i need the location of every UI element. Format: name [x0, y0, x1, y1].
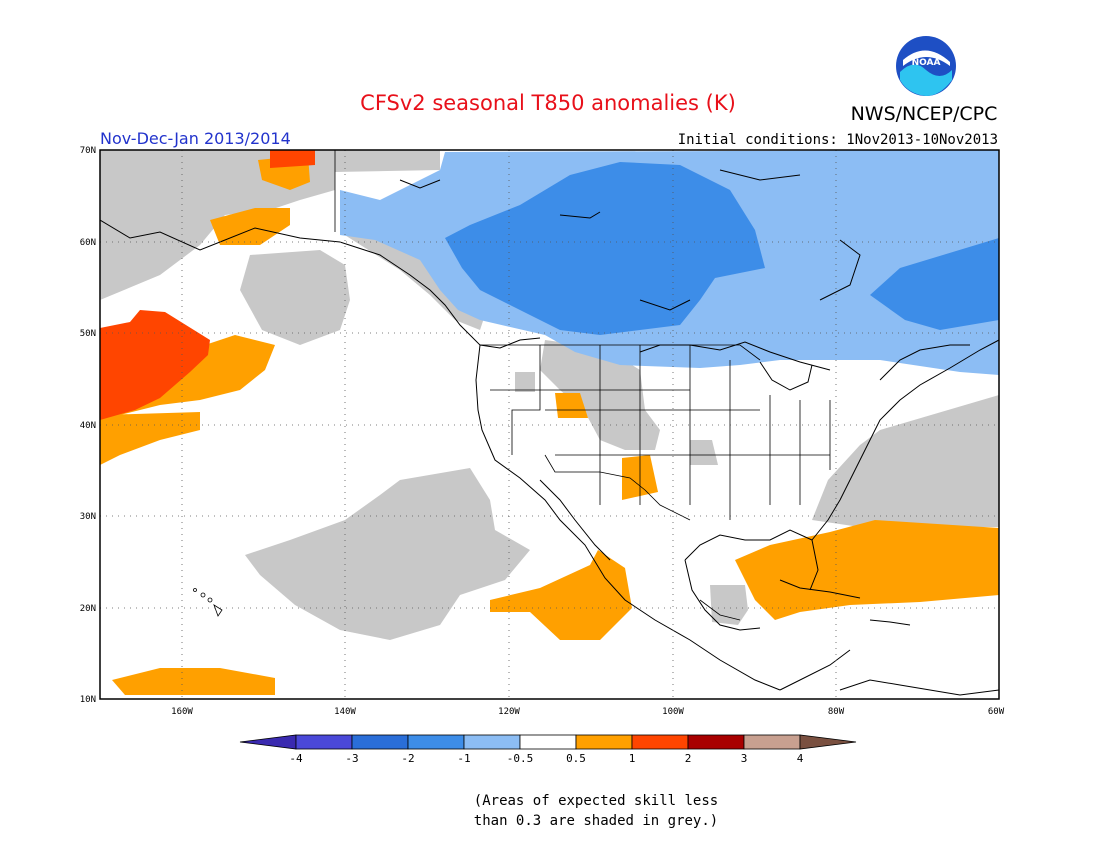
lat-tick-label: 20N: [80, 604, 96, 614]
coastlines: [100, 169, 999, 696]
chart-title: CFSv2 seasonal T850 anomalies (K): [360, 91, 736, 115]
legend-swatch: [407, 734, 465, 750]
legend-tick-label: 4: [797, 752, 804, 765]
footnote-line-2: than 0.3 are shaded in grey.): [474, 813, 718, 829]
lat-tick-label: 10N: [80, 695, 96, 705]
legend-tick-label: 2: [685, 752, 692, 765]
lon-tick-label: 140W: [334, 707, 356, 717]
legend-swatch: [295, 734, 353, 750]
lon-tick-label: 120W: [498, 707, 520, 717]
mid-blue-anomaly: [445, 162, 999, 335]
legend-tick-label: 0.5: [566, 752, 586, 765]
lon-tick-label: 100W: [662, 707, 684, 717]
legend-tick-label: -3: [345, 752, 358, 765]
lat-tick-label: 40N: [80, 421, 96, 431]
lat-tick-label: 30N: [80, 512, 96, 522]
legend-swatch: [575, 734, 633, 750]
lat-tick-label: 60N: [80, 238, 96, 248]
lon-tick-label: 80W: [828, 707, 845, 717]
legend-tick-label: 1: [629, 752, 636, 765]
color-legend: -4 -3 -2 -1 -0.5 0.5 1 2 3 4: [239, 734, 857, 765]
legend-swatch: [743, 734, 801, 750]
hawaii-islands: [193, 588, 223, 617]
lat-tick-label: 50N: [80, 329, 96, 339]
lon-axis: 160W 140W 120W 100W 80W 60W: [171, 707, 1005, 717]
legend-arrow-high: [799, 734, 857, 750]
grey-skill-regions: [100, 150, 999, 640]
footnote-line-1: (Areas of expected skill less: [474, 793, 718, 809]
red-orange-anomaly: [100, 150, 315, 420]
map-frame: [99, 149, 1000, 700]
legend-swatch: [463, 734, 521, 750]
legend-swatch: [351, 734, 409, 750]
noaa-logo-text: NOAA: [912, 58, 941, 68]
legend-tick-label: -2: [401, 752, 414, 765]
map-area: [100, 150, 999, 699]
legend-arrow-low: [239, 734, 297, 750]
lat-tick-label: 70N: [80, 146, 96, 156]
legend-swatch: [519, 734, 577, 750]
legend-swatch: [631, 734, 689, 750]
legend-tick-label: 3: [741, 752, 748, 765]
initial-conditions-label: Initial conditions: 1Nov2013-10Nov2013: [678, 132, 998, 148]
season-label: Nov-Dec-Jan 2013/2014: [100, 129, 291, 148]
agency-label: NWS/NCEP/CPC: [851, 103, 998, 125]
legend-tick-label: -4: [289, 752, 303, 765]
legend-tick-label: -0.5: [507, 752, 534, 765]
legend-tick-label: -1: [457, 752, 470, 765]
lat-axis: 10N 20N 30N 40N 50N 60N 70N: [80, 146, 96, 705]
lon-tick-label: 60W: [988, 707, 1005, 717]
legend-swatch: [687, 734, 745, 750]
lon-tick-label: 160W: [171, 707, 193, 717]
noaa-logo: NOAA: [896, 36, 956, 96]
